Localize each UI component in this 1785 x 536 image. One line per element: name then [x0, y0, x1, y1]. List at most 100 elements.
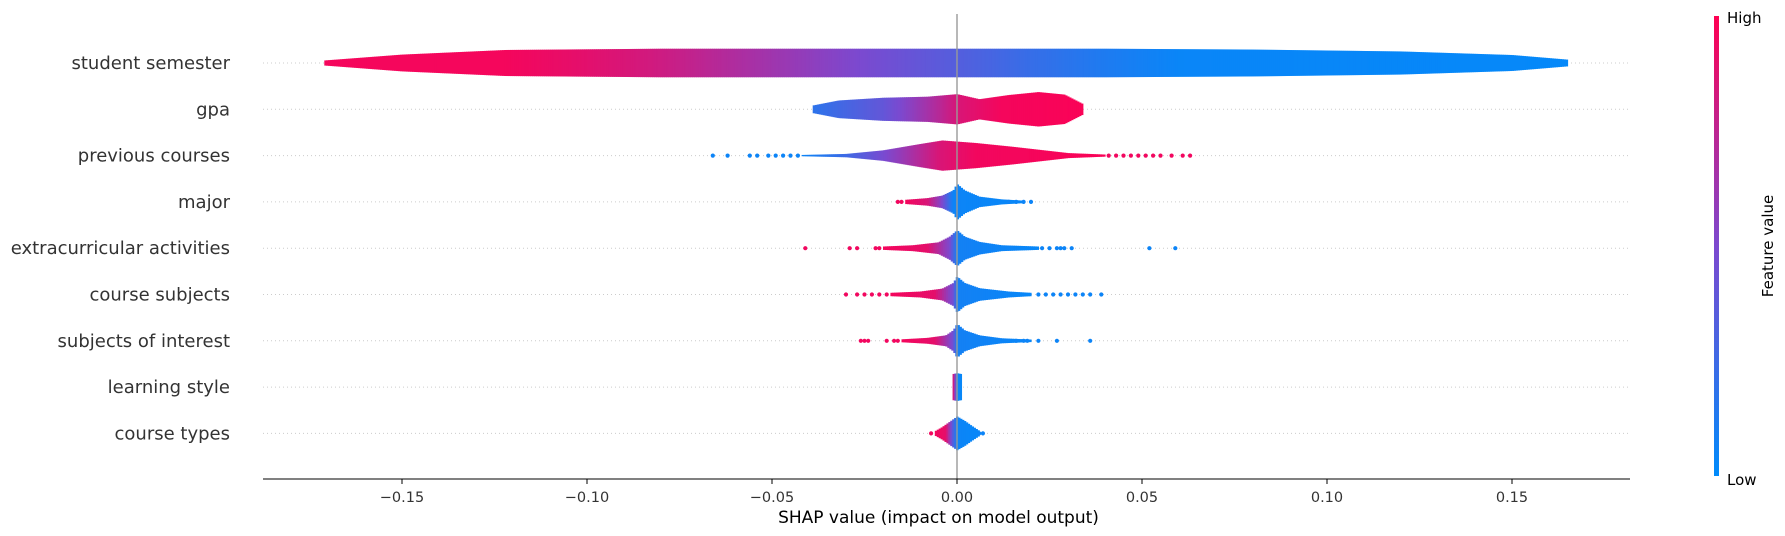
violin-slice — [352, 58, 355, 68]
violin-slice — [936, 242, 940, 254]
violin-slice — [947, 94, 951, 124]
violin-slice — [916, 291, 919, 298]
violin-slice — [939, 140, 942, 171]
violin-slice — [484, 50, 487, 76]
violin-slice — [1056, 93, 1060, 125]
violin-slice — [867, 151, 871, 160]
violin-slice — [1031, 48, 1035, 78]
violin-slice — [1067, 48, 1071, 78]
shap-dot — [1021, 199, 1026, 204]
violin-slice — [526, 49, 529, 77]
violin-slice — [1453, 53, 1457, 73]
violin-slice — [951, 48, 955, 78]
violin-slice — [730, 48, 733, 78]
violin-slice — [1193, 49, 1197, 77]
violin-slice — [877, 150, 881, 161]
violin-slice — [951, 94, 955, 125]
violin-slice — [716, 48, 719, 78]
violin-slice — [1235, 49, 1239, 77]
violin-slice — [981, 335, 984, 346]
violin-slice — [336, 59, 339, 67]
violin-slice — [442, 52, 445, 74]
violin-slice — [1213, 49, 1217, 77]
violin-slice — [855, 152, 859, 159]
violin-slice — [974, 194, 977, 209]
violin-slice — [608, 49, 611, 77]
violin-slice — [883, 150, 887, 162]
violin-slice — [969, 332, 972, 350]
violin-slice — [1009, 338, 1012, 343]
violin-slice — [900, 97, 903, 122]
violin-slice — [500, 50, 503, 76]
violin-slice — [963, 421, 967, 446]
violin-slice — [987, 336, 990, 346]
violin-slice — [1239, 49, 1243, 77]
violin-slice — [1023, 48, 1027, 78]
violin-slice — [372, 56, 375, 70]
violin-slice — [1439, 52, 1443, 74]
violin-slice — [388, 55, 391, 71]
violin-slice — [1121, 48, 1125, 78]
violin-slice — [1555, 58, 1559, 68]
violin-slice — [975, 98, 979, 120]
violin-slice — [996, 244, 1000, 252]
violin-slice — [1043, 48, 1047, 78]
violin-slice — [894, 97, 897, 122]
violin-slice — [1011, 200, 1015, 204]
violin-slice — [506, 49, 509, 77]
violin-slice — [1271, 49, 1275, 77]
violin-slice — [976, 241, 980, 256]
violin-slice — [957, 48, 961, 78]
violin-slice — [957, 141, 960, 170]
violin-slice — [902, 292, 905, 297]
shap-dot — [755, 153, 760, 158]
violin-slice — [917, 144, 920, 167]
violin-slice — [813, 48, 817, 78]
violin-slice — [514, 49, 517, 77]
violin-slice — [971, 332, 974, 349]
shap-dot — [1006, 199, 1011, 204]
violin-slice — [1545, 57, 1549, 69]
violin-slice — [1047, 93, 1050, 126]
violin-slice — [971, 142, 974, 169]
violin-slice — [898, 97, 901, 122]
violin-slice — [827, 154, 831, 157]
violin-slice — [1529, 56, 1533, 70]
violin-slice — [1029, 92, 1032, 126]
violin-slice — [610, 49, 613, 77]
violin-slice — [912, 291, 915, 298]
violin-slice — [887, 149, 891, 162]
violin-slice — [982, 242, 986, 254]
shap-dot — [1128, 153, 1133, 158]
violin-slice — [1009, 146, 1012, 165]
violin-slice — [450, 52, 453, 74]
violin-slice — [1267, 49, 1271, 77]
violin-slice — [356, 57, 359, 69]
violin-slice — [1205, 49, 1209, 77]
violin-slice — [902, 97, 905, 122]
violin-slice — [1173, 49, 1177, 77]
shap-dot — [899, 199, 904, 204]
violin-slice — [933, 48, 937, 78]
violin-slice — [999, 48, 1003, 78]
shap-dot — [1088, 292, 1093, 297]
violin-slice — [901, 147, 904, 165]
violin-slice — [931, 337, 934, 345]
violin-slice — [1023, 93, 1026, 126]
violin-slice — [956, 230, 960, 266]
violin-slice — [964, 237, 968, 260]
violin-slice — [1175, 49, 1179, 77]
violin-slice — [967, 331, 970, 350]
violin-slice — [1069, 153, 1072, 159]
violin-slice — [898, 292, 901, 297]
violin-slice — [1025, 93, 1028, 126]
violin-slice — [907, 199, 910, 205]
violin-slice — [967, 423, 971, 444]
violin-slice — [1523, 56, 1527, 70]
violin-slice — [1022, 246, 1026, 251]
violin-slice — [1565, 59, 1569, 67]
violin-slice — [967, 284, 971, 305]
violin-slice — [1001, 145, 1004, 166]
violin-slice — [928, 290, 931, 299]
violin-slice — [915, 96, 919, 122]
